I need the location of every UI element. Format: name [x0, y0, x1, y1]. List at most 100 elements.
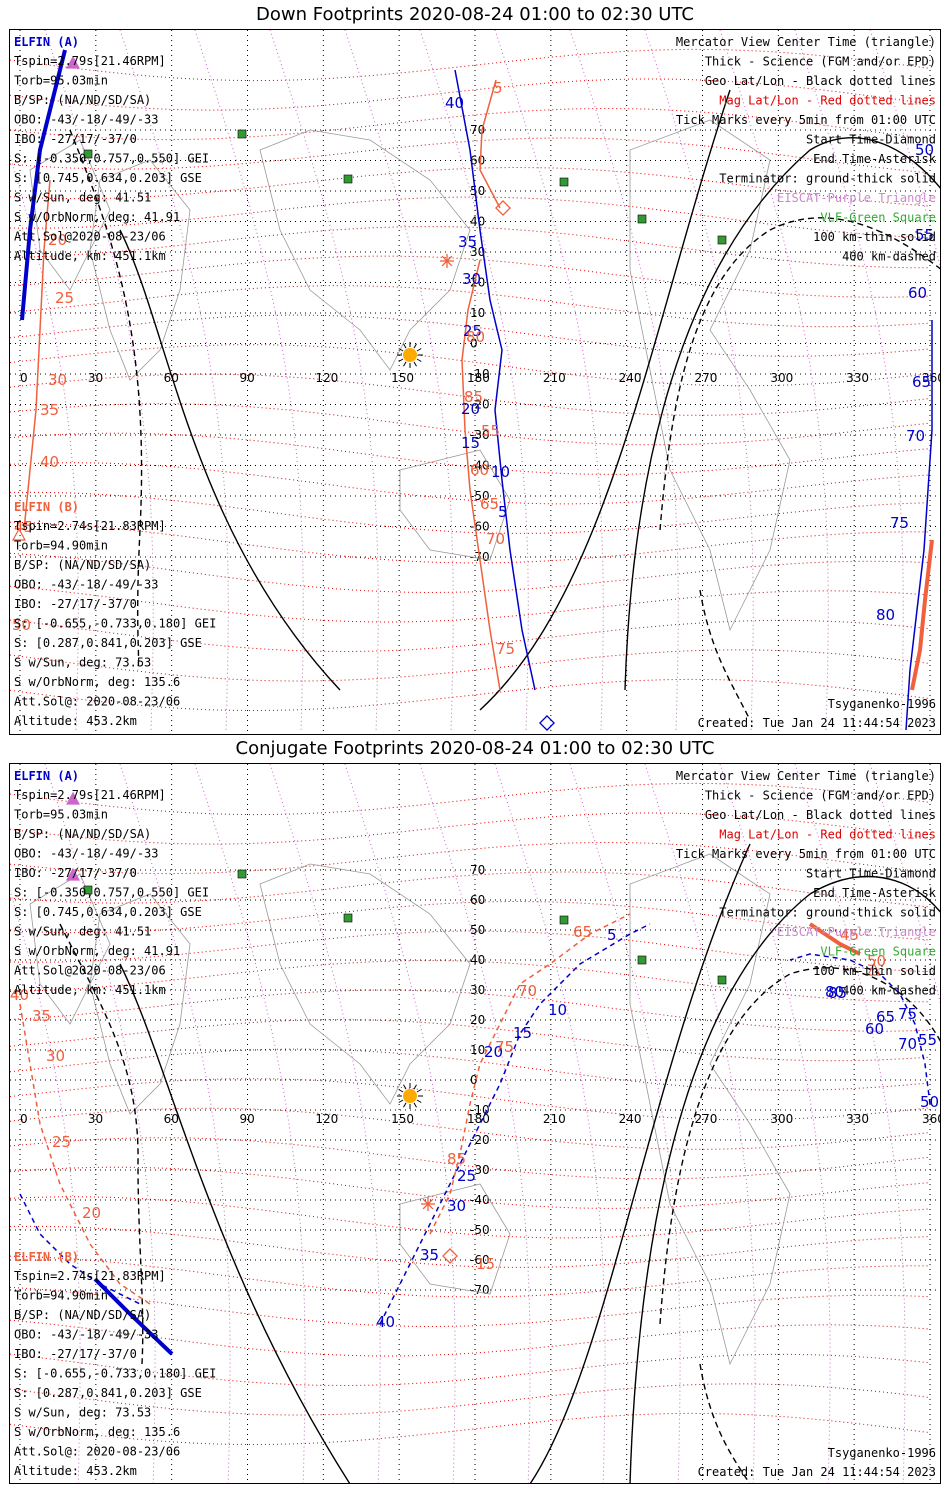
mag-lon-line: [44, 764, 156, 1483]
elfin-a-info-line: S: [-0.350,0.757,0.550] GEI: [14, 152, 209, 166]
elfin-a-time-label: 30: [447, 1197, 466, 1215]
terminator-line: [699, 1363, 751, 1483]
legend-line: Mercator View Center Time (triangle): [676, 769, 936, 783]
terminator-line: [659, 217, 940, 531]
mag-lat-line: [10, 841, 931, 875]
legend-line: Tick Marks every 5min from 01:00 UTC: [676, 113, 936, 127]
elfin-b-track: [429, 913, 631, 1235]
legend-line: End Time-Asterisk: [813, 886, 937, 900]
elfin-b-info-line: S w/OrbNorm, deg: 135.6: [14, 675, 180, 689]
lat-tick-label: 30: [470, 983, 485, 997]
vlf-station-marker: [237, 129, 247, 139]
elfin-a-time-label: 35: [420, 1246, 439, 1264]
mag-lon-line: [569, 30, 679, 731]
elfin-b-track: [910, 539, 934, 691]
sun-icon: [397, 1083, 423, 1109]
vlf-station-marker: [717, 975, 727, 985]
mag-lon-line: [719, 30, 829, 731]
lat-tick-label: 40: [470, 953, 485, 967]
coastline: [629, 119, 791, 632]
elfin-b-time-label: 45: [14, 518, 33, 536]
mag-lon-line: [494, 764, 606, 1483]
lon-tick-label: 30: [88, 371, 103, 385]
elfin-b-info-line: S w/Sun, deg: 73.53: [14, 1406, 151, 1420]
lat-tick-label: 50: [470, 184, 485, 198]
mag-lon-line: [419, 764, 531, 1483]
lon-tick-label: 0: [20, 371, 28, 385]
lon-tick-label: 60: [164, 1112, 179, 1126]
mag-lon-line: [194, 764, 306, 1483]
legend-line: 400 km-dashed: [842, 250, 936, 264]
elfin-b-info-line: S w/Sun, deg: 73.53: [14, 656, 151, 670]
legend-line: Start Time-Diamond: [806, 867, 936, 881]
elfin-b-info-line: S: [-0.655,-0.733,0.180] GEI: [14, 617, 216, 631]
legend-line: Mercator View Center Time (triangle): [676, 35, 936, 49]
mag-lon-line: [194, 30, 304, 731]
elfin-a-info-line: S: [0.745,0.634,0.203] GSE: [14, 171, 202, 185]
mag-lon-line: [644, 764, 756, 1483]
terminator-line: [479, 89, 731, 711]
elfin-b-header: ELFIN (B): [14, 1250, 79, 1264]
elfin-b-time-label: 80: [466, 328, 485, 346]
elfin-a-info-line: Altitude, km: 451.1km: [14, 983, 166, 997]
elfin-a-info-line: S: [-0.350,0.757,0.550] GEI: [14, 886, 209, 900]
coastline: [399, 1183, 511, 1295]
elfin-b-track: [461, 259, 501, 691]
elfin-a-time-label: 15: [461, 434, 480, 452]
panel-2-frame: 70 60 50 40 30 20 10 0 -10 -20 -30 -40 -50 -60 -70 0 30 6…: [9, 763, 941, 1484]
elfin-b-time-label: 15: [476, 1255, 495, 1273]
mag-lat-line: [10, 812, 931, 845]
elfin-b-info-line: S: [0.287,0.841,0.203] GSE: [14, 1386, 202, 1400]
terminator-line: [119, 963, 351, 1483]
lon-tick-label: 330: [846, 371, 869, 385]
eiscat-triangle: [65, 55, 81, 69]
elfin-b-time-label: 65: [480, 495, 499, 513]
elfin-b-info-line: S: [0.287,0.841,0.203] GSE: [14, 636, 202, 650]
elfin-a-info-line: B/SP: (NA/ND/SD/SA): [14, 827, 151, 841]
legend-line: Mag Lat/Lon - Red dotted lines: [719, 94, 936, 108]
elfin-b-time-label: 30: [46, 1047, 65, 1065]
legend-line: 400 km-dashed: [842, 984, 936, 998]
elfin-a-info-line: Att.Sol@2020-08-23/06: [14, 230, 166, 244]
vlf-station-marker: [637, 955, 647, 965]
lon-tick-label: 180: [467, 371, 490, 385]
mag-lon-line: [269, 764, 381, 1483]
legend-line: EISCAT-Purple Triangle: [777, 191, 936, 205]
elfin-b-time-label: 50: [867, 952, 886, 970]
elfin-a-track: [379, 923, 651, 1325]
start-time-diamond: [495, 200, 511, 216]
mag-lon-line: [344, 764, 456, 1483]
coastline: [89, 159, 191, 381]
elfin-b-info-line: OBO: -43/-18/-49/-33: [14, 1328, 159, 1342]
terminator-line: [624, 137, 940, 691]
lon-tick-label: 330: [846, 1112, 869, 1126]
lat-tick-label: -60: [470, 1253, 490, 1267]
terminator-line: [69, 129, 143, 671]
elfin-a-time-label: 60: [865, 1020, 884, 1038]
elfin-a-time-label: 35: [458, 233, 477, 251]
elfin-b-time-label: 35: [40, 401, 59, 419]
mag-lon-line: [794, 764, 906, 1483]
terminator-line: [659, 967, 940, 1325]
lat-tick-label: -40: [470, 1193, 490, 1207]
vlf-station-marker: [343, 913, 353, 923]
elfin-a-time-label: 20: [461, 400, 480, 418]
elfin-b-track: [479, 79, 501, 209]
eiscat-triangle: [11, 527, 27, 541]
lat-tick-label: 10: [470, 306, 485, 320]
legend-line: 100 km-thin solid: [813, 230, 936, 244]
mag-lon-line: [644, 30, 754, 731]
elfin-b-time-label: 85: [447, 1150, 466, 1168]
panel-1-frame: 70 60 50 40 30 20 10 0 -10 -20 -30 -40 -50 -60 -70 0 30 6…: [9, 29, 941, 735]
elfin-a-info-line: B/SP: (NA/ND/SD/SA): [14, 93, 151, 107]
lat-tick-label: 0: [470, 1073, 478, 1087]
elfin-a-time-label: 65: [876, 1008, 895, 1026]
legend-line: VLF-Green Square: [820, 945, 936, 959]
legend-line: EISCAT-Purple Triangle: [777, 925, 936, 939]
lon-tick-label: 60: [164, 371, 179, 385]
lat-tick-label: -70: [470, 1283, 490, 1297]
elfin-b-info-line: Tspin=2.74s[21.83RPM]: [14, 519, 166, 533]
elfin-a-info-line: Torb=95.03min: [14, 808, 108, 822]
elfin-a-time-label: 15: [513, 1024, 532, 1042]
